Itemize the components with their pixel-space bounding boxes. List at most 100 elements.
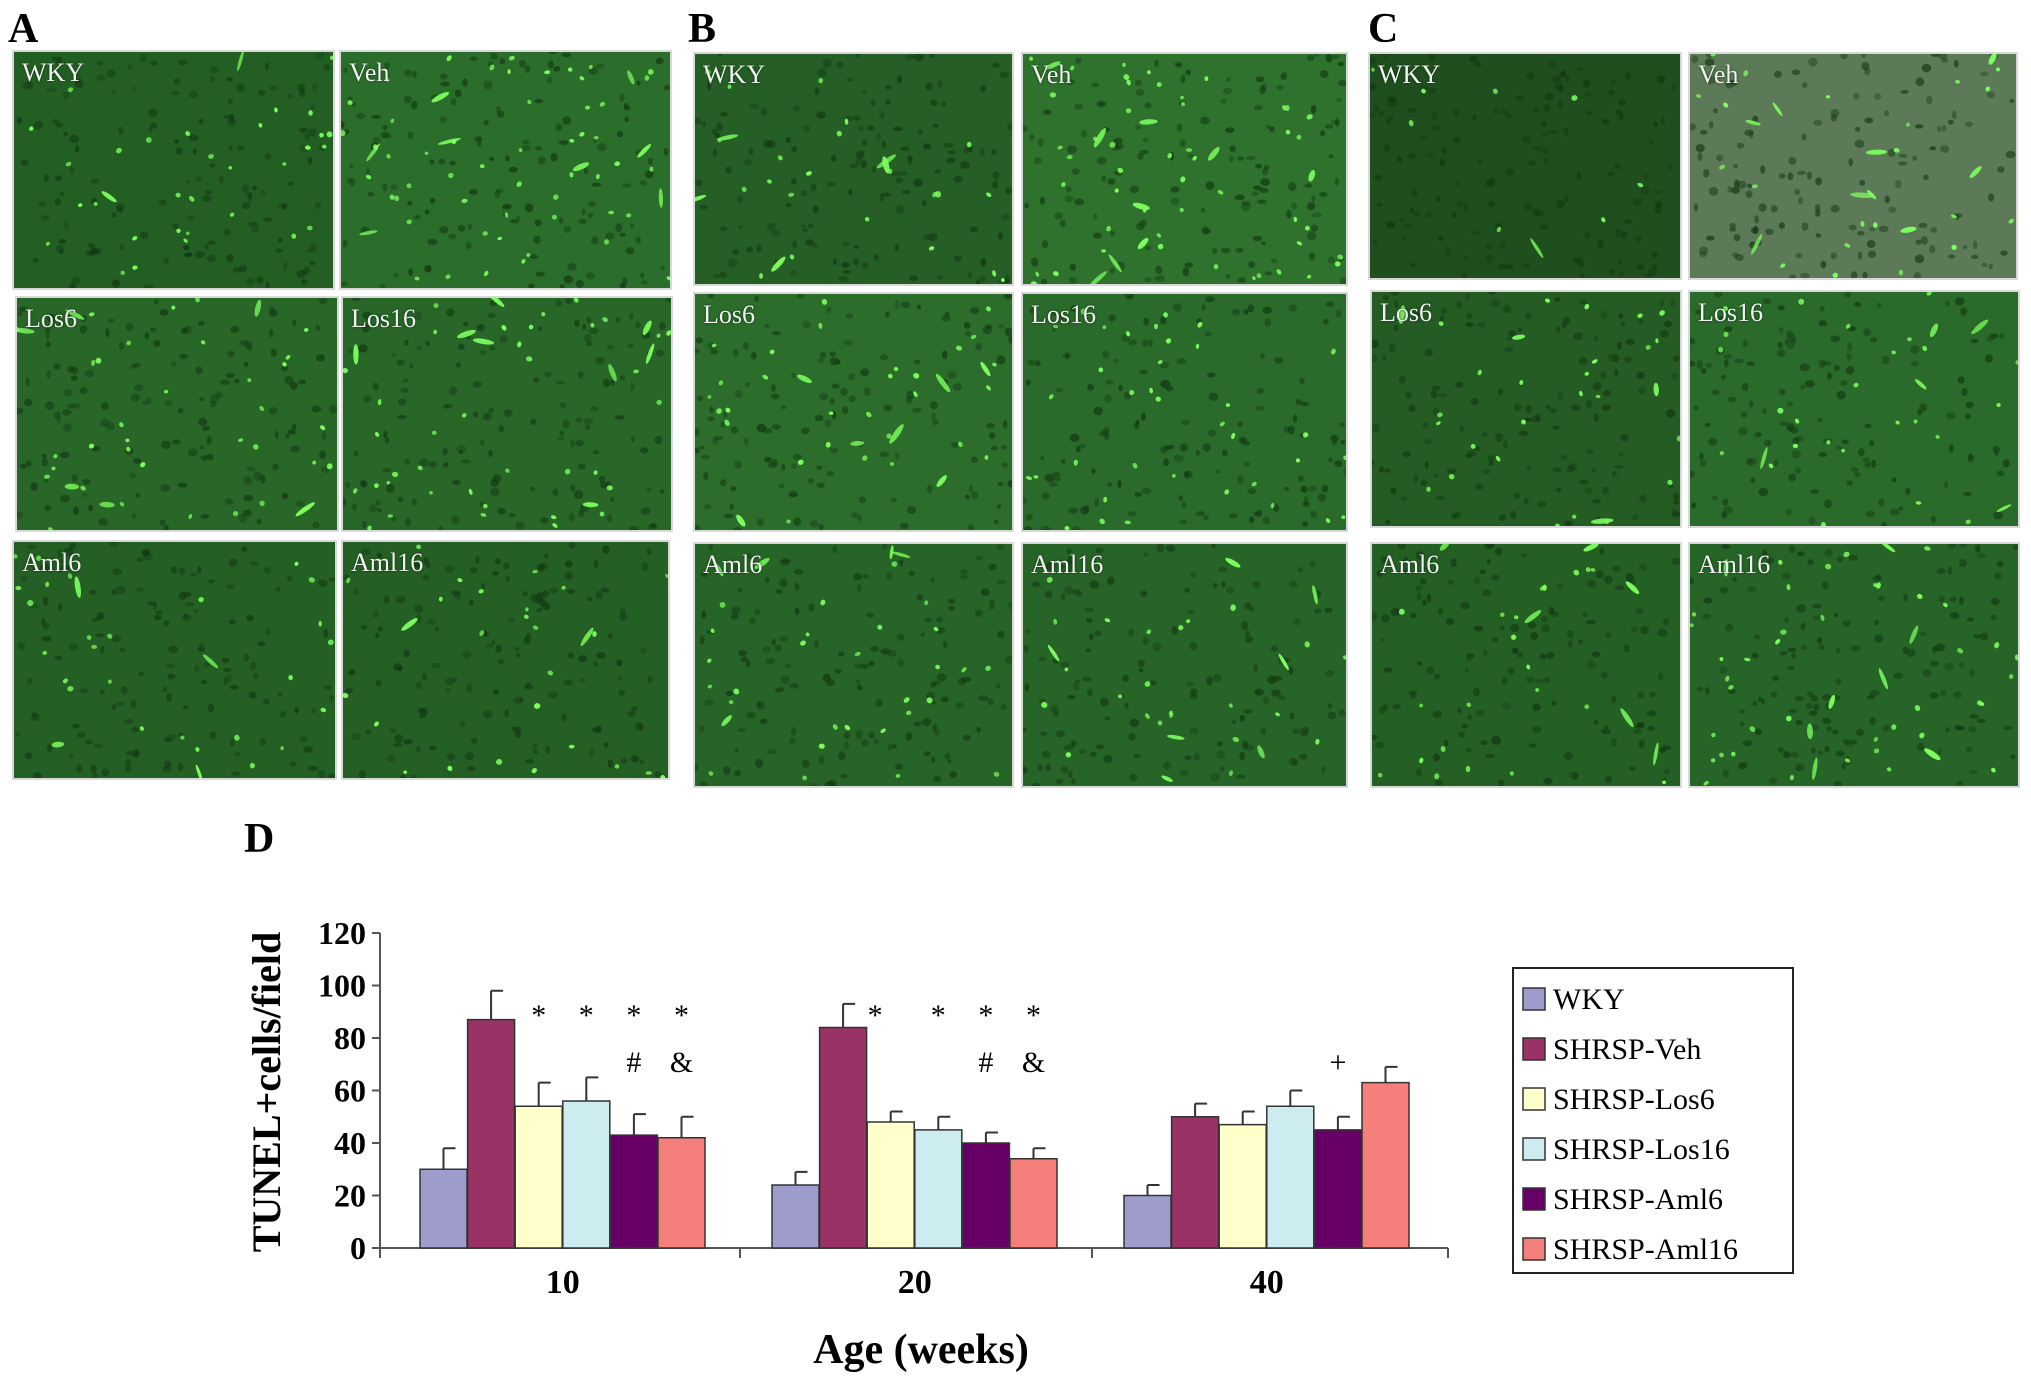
bar [1313, 1129, 1363, 1249]
significance-marker: & [670, 1046, 693, 1079]
micrograph-texture [1023, 54, 1346, 284]
bar [609, 1134, 659, 1249]
micrograph-label: Los6 [703, 300, 755, 329]
micrograph-label: Los6 [1380, 298, 1432, 327]
legend-box [1512, 967, 1794, 1274]
micrograph-texture [695, 544, 1012, 786]
micrograph-label: Aml6 [1380, 550, 1440, 579]
significance-marker: + [1329, 1046, 1346, 1079]
legend-swatch [1522, 1237, 1546, 1261]
micrograph-a-veh: Veh [339, 50, 672, 290]
micrograph-c-los16: Los16 [1688, 290, 2020, 528]
bar [866, 1121, 915, 1249]
micrograph-c-aml16: Aml16 [1688, 542, 2020, 788]
micrograph-texture [1370, 54, 1680, 278]
x-tick-label: 20 [898, 1264, 932, 1301]
y-tick-label: 20 [334, 1178, 366, 1214]
micrograph-texture [343, 298, 671, 530]
bar [1266, 1105, 1315, 1249]
micrograph-label: Veh [1031, 60, 1072, 89]
legend-label: SHRSP-Los16 [1553, 1133, 1730, 1166]
legend-label: WKY [1553, 983, 1625, 1016]
bar [818, 1026, 868, 1249]
micrograph-label: Aml6 [22, 548, 82, 577]
micrograph-a-wky: WKY [12, 50, 335, 290]
legend-label: SHRSP-Los6 [1553, 1083, 1715, 1116]
y-tick-label: 100 [318, 968, 366, 1004]
micrograph-a-aml6: Aml6 [12, 540, 337, 780]
x-tick-label: 40 [1250, 1264, 1284, 1301]
micrograph-b-los16: Los16 [1021, 292, 1348, 532]
micrograph-c-los6: Los6 [1370, 290, 1682, 528]
significance-marker: * [868, 999, 883, 1032]
panel-letter-b: B [688, 6, 717, 52]
micrograph-label: Veh [1698, 60, 1739, 89]
significance-marker: * [1026, 999, 1041, 1032]
micrograph-label: WKY [1378, 60, 1441, 89]
micrograph-label: Veh [349, 58, 390, 87]
micrograph-texture [1372, 292, 1680, 526]
micrograph-texture [341, 52, 670, 288]
legend-swatch [1522, 1087, 1546, 1111]
micrograph-b-veh: Veh [1021, 52, 1348, 286]
legend-swatch [1522, 1137, 1546, 1161]
micrograph-label: Los16 [351, 304, 416, 333]
micrograph-label: Aml6 [703, 550, 763, 579]
micrograph-label: WKY [22, 58, 85, 87]
bar [514, 1105, 563, 1249]
significance-marker: & [1022, 1046, 1045, 1079]
micrograph-label: WKY [703, 60, 766, 89]
micrograph-label: Los16 [1698, 298, 1763, 327]
significance-marker: # [978, 1046, 993, 1079]
panel-letter-d: D [244, 816, 275, 862]
bar [562, 1100, 611, 1249]
bar [466, 1018, 516, 1249]
micrograph-b-aml16: Aml16 [1021, 542, 1348, 788]
micrograph-texture [1690, 292, 2018, 526]
micrograph-texture [1372, 544, 1680, 786]
micrograph-b-los6: Los6 [693, 292, 1014, 532]
micrograph-label: Aml16 [1031, 550, 1104, 579]
micrograph-texture [1023, 294, 1346, 530]
micrograph-label: Los16 [1031, 300, 1096, 329]
bar [1218, 1123, 1267, 1249]
bar [1123, 1194, 1172, 1249]
x-tick-label: 10 [546, 1264, 580, 1301]
legend-label: SHRSP-Veh [1553, 1033, 1701, 1066]
significance-marker: * [531, 999, 546, 1032]
micrograph-c-aml6: Aml6 [1370, 542, 1682, 788]
y-tick-label: 60 [334, 1073, 366, 1109]
bar [419, 1168, 468, 1249]
micrograph-label: Aml16 [1698, 550, 1771, 579]
micrograph-label: Los6 [25, 304, 77, 333]
micrograph-texture [17, 298, 337, 530]
bar [961, 1142, 1011, 1249]
y-tick-label: 40 [334, 1125, 366, 1161]
significance-marker: * [626, 999, 641, 1032]
micrograph-a-los6: Los6 [15, 296, 339, 532]
micrograph-texture [1690, 544, 2018, 786]
micrograph-texture [695, 294, 1012, 530]
bar [1009, 1158, 1058, 1249]
bar [1361, 1081, 1410, 1249]
micrograph-texture [1690, 54, 2016, 278]
legend-swatch [1522, 1187, 1546, 1211]
micrograph-c-wky: WKY [1368, 52, 1682, 280]
x-axis-title: Age (weeks) [813, 1327, 1029, 1373]
micrograph-texture [14, 52, 333, 288]
micrograph-label: Aml16 [351, 548, 424, 577]
legend-swatch [1522, 987, 1546, 1011]
micrograph-a-los16: Los16 [341, 296, 673, 532]
y-tick-label: 80 [334, 1020, 366, 1056]
y-tick-label: 0 [350, 1230, 366, 1266]
legend-label: SHRSP-Aml16 [1553, 1233, 1738, 1266]
micrograph-texture [695, 54, 1012, 284]
bar [1170, 1116, 1220, 1249]
bar [914, 1129, 963, 1249]
micrograph-texture [14, 542, 335, 778]
significance-marker: # [626, 1046, 641, 1079]
significance-marker: * [978, 999, 993, 1032]
bar [771, 1184, 820, 1249]
y-tick-label: 120 [318, 915, 366, 951]
